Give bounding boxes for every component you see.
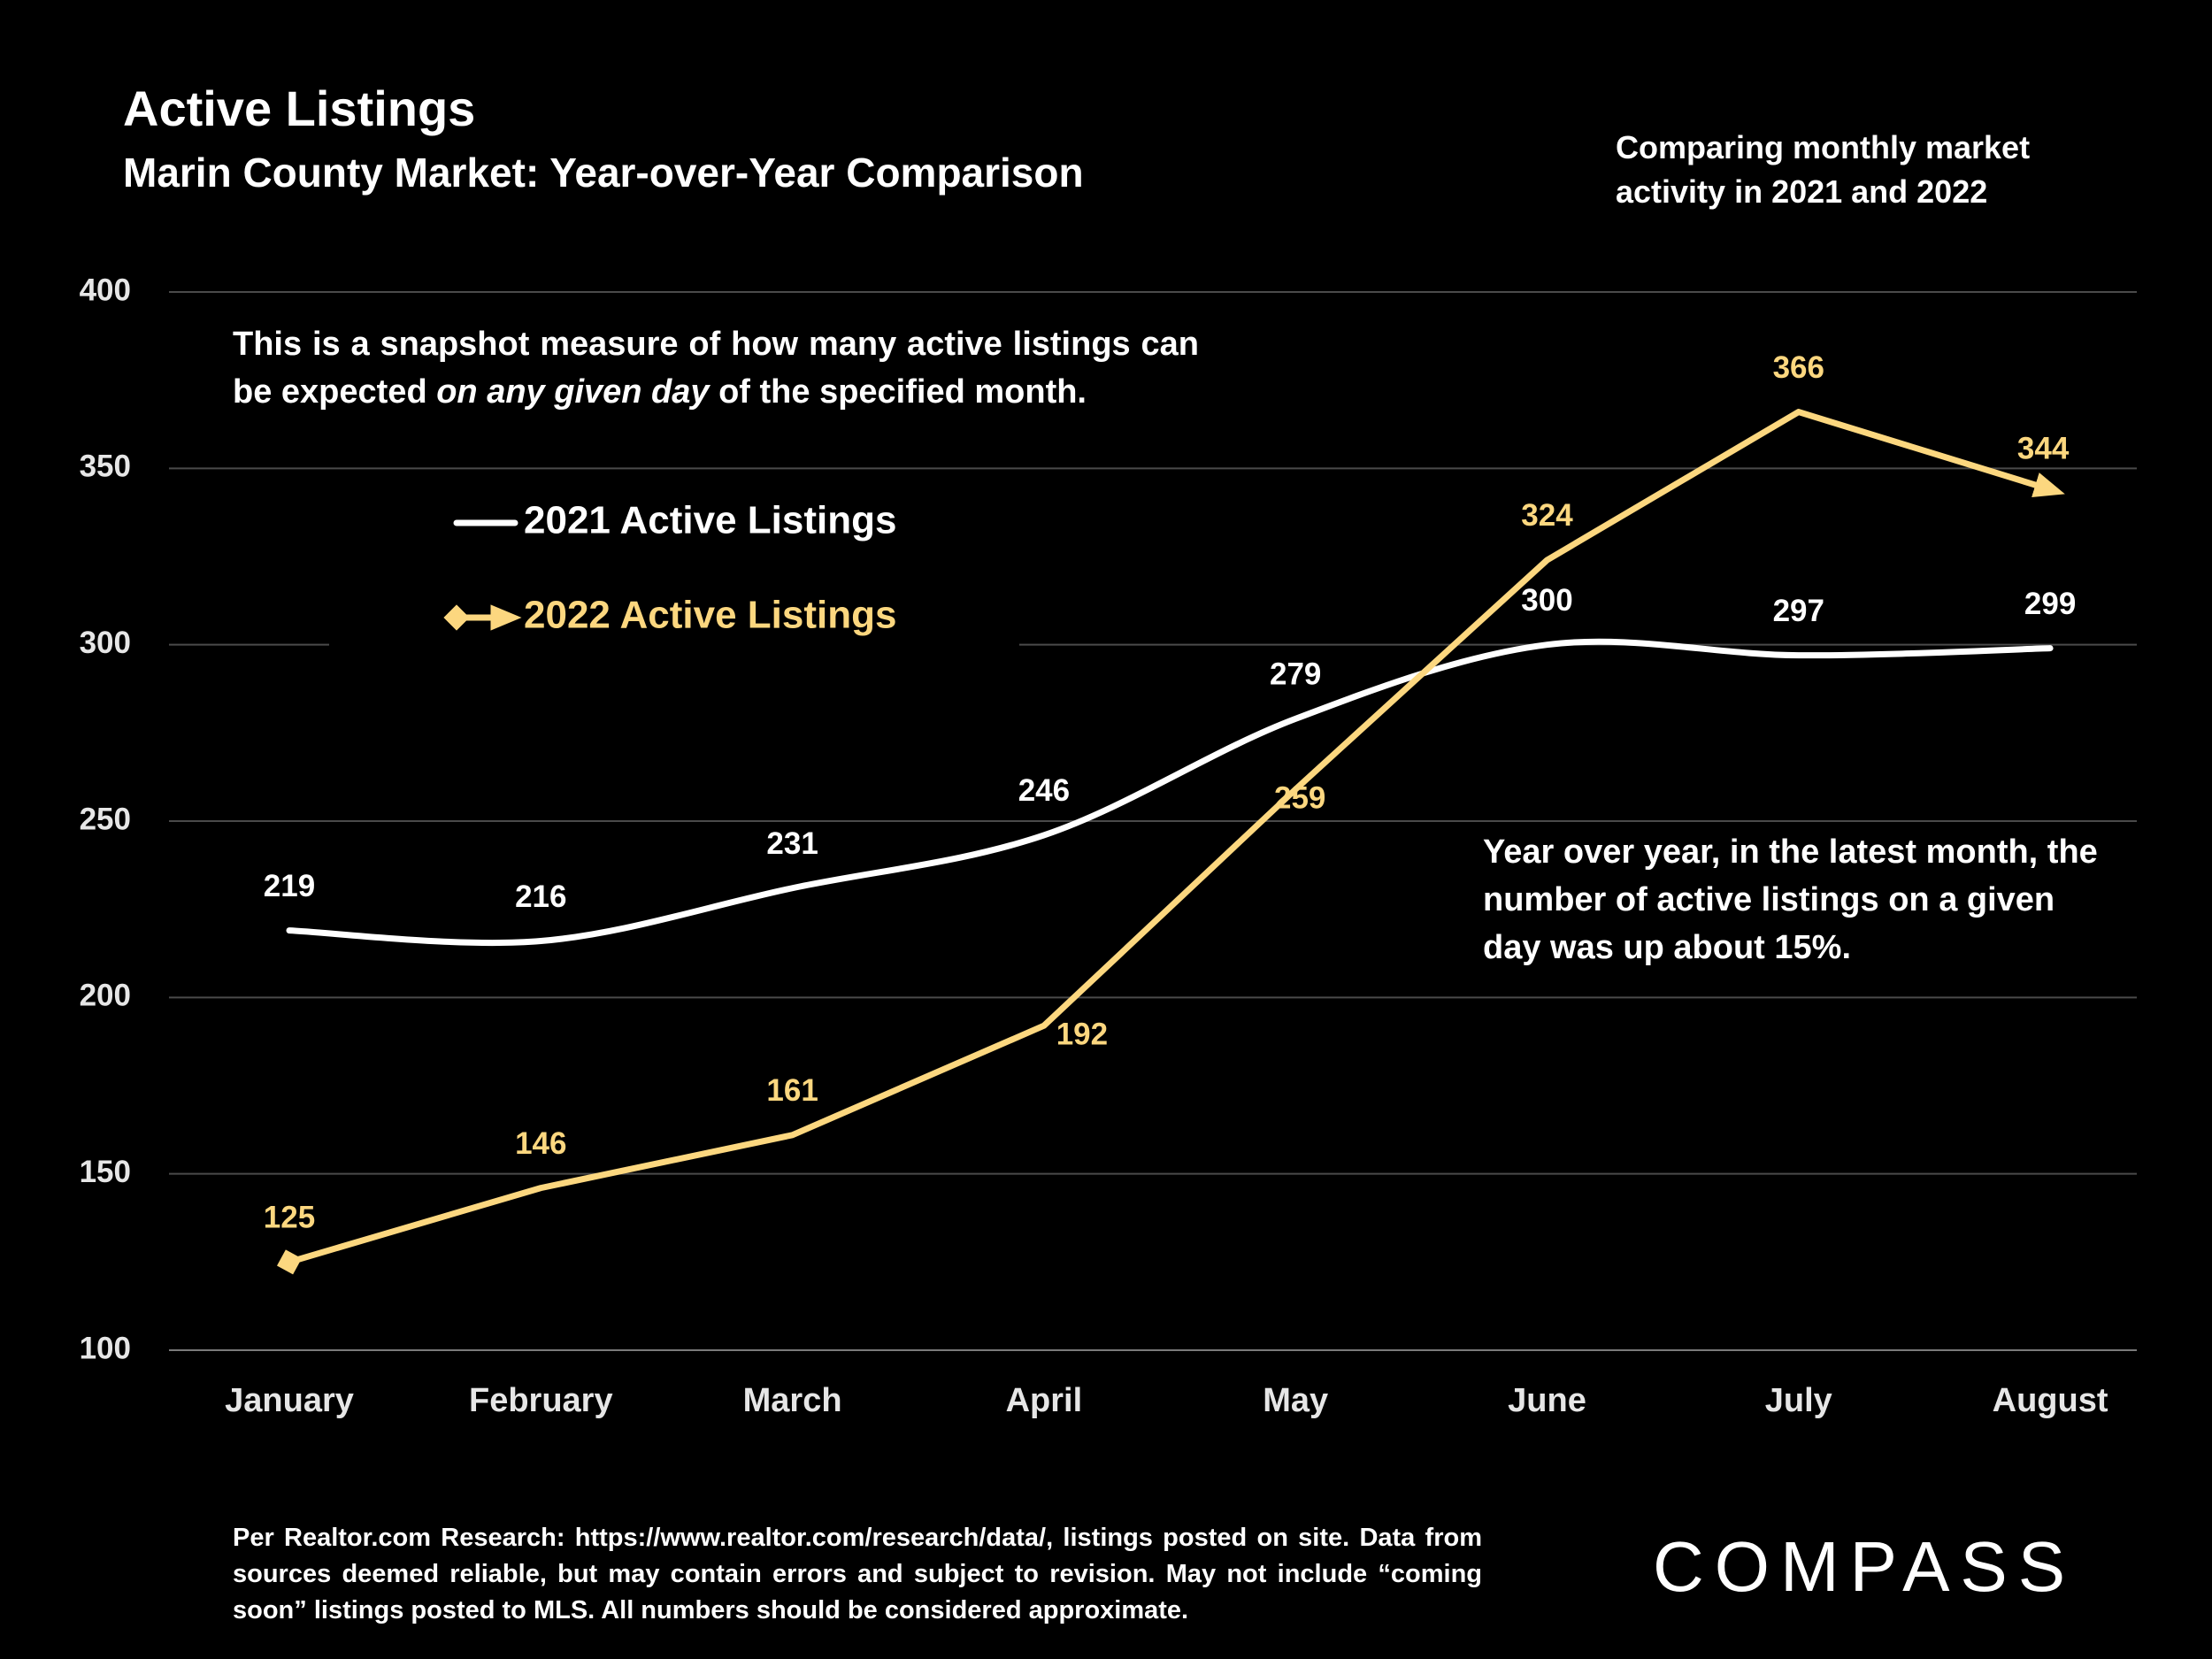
annotation: This is a snapshot measure of how many a… [233, 320, 1199, 416]
data-label: 300 [1521, 583, 1572, 618]
data-label: 299 [2024, 587, 2076, 621]
annotation-text: of the specified month. [709, 373, 1087, 411]
annotation-text: This is a snapshot measure of how many a… [233, 326, 1199, 411]
x-tick-label: May [1263, 1382, 1328, 1419]
data-label: 161 [766, 1073, 818, 1108]
x-tick-label: January [225, 1382, 354, 1419]
x-tick-label: August [1993, 1382, 2108, 1419]
y-tick-label: 300 [80, 626, 131, 660]
x-tick-label: April [1006, 1382, 1083, 1419]
x-tick-label: February [469, 1382, 613, 1419]
data-label: 324 [1521, 498, 1573, 533]
legend-label: 2021 Active Listings [524, 499, 896, 542]
data-label: 366 [1773, 350, 1824, 385]
chart-title: Active Listings [123, 81, 476, 136]
annotation-emphasis: on any given day [436, 373, 710, 411]
data-label: 344 [2017, 432, 2070, 466]
x-tick-label: June [1508, 1382, 1586, 1419]
x-tick-label: July [1765, 1382, 1832, 1419]
data-label: 231 [766, 826, 818, 861]
data-label: 297 [1773, 594, 1824, 628]
data-label: 125 [264, 1201, 315, 1235]
data-label: 219 [264, 869, 315, 903]
data-label: 246 [1018, 773, 1070, 808]
y-tick-label: 250 [80, 802, 131, 836]
data-label: 216 [515, 879, 566, 914]
y-tick-label: 400 [80, 273, 131, 307]
x-tick-label: March [743, 1382, 842, 1419]
y-tick-label: 100 [80, 1331, 131, 1365]
data-label: 259 [1274, 780, 1325, 815]
annotation: Year over year, in the latest month, the… [1483, 833, 2098, 966]
note: Comparing monthly market activity in 202… [1616, 129, 2031, 210]
data-label: 146 [515, 1126, 566, 1161]
y-tick-label: 200 [80, 979, 131, 1013]
data-label: 192 [1056, 1017, 1108, 1051]
y-tick-label: 150 [80, 1155, 131, 1189]
data-label: 279 [1270, 657, 1321, 692]
chart-subtitle: Marin County Market: Year-over-Year Comp… [123, 150, 1084, 196]
y-tick-label: 350 [80, 449, 131, 484]
logo: COMPASS [1653, 1527, 2077, 1606]
source-note: Per Realtor.com Research: https://www.re… [233, 1524, 1482, 1624]
series-line [277, 409, 2065, 1275]
legend-label: 2022 Active Listings [524, 594, 896, 637]
